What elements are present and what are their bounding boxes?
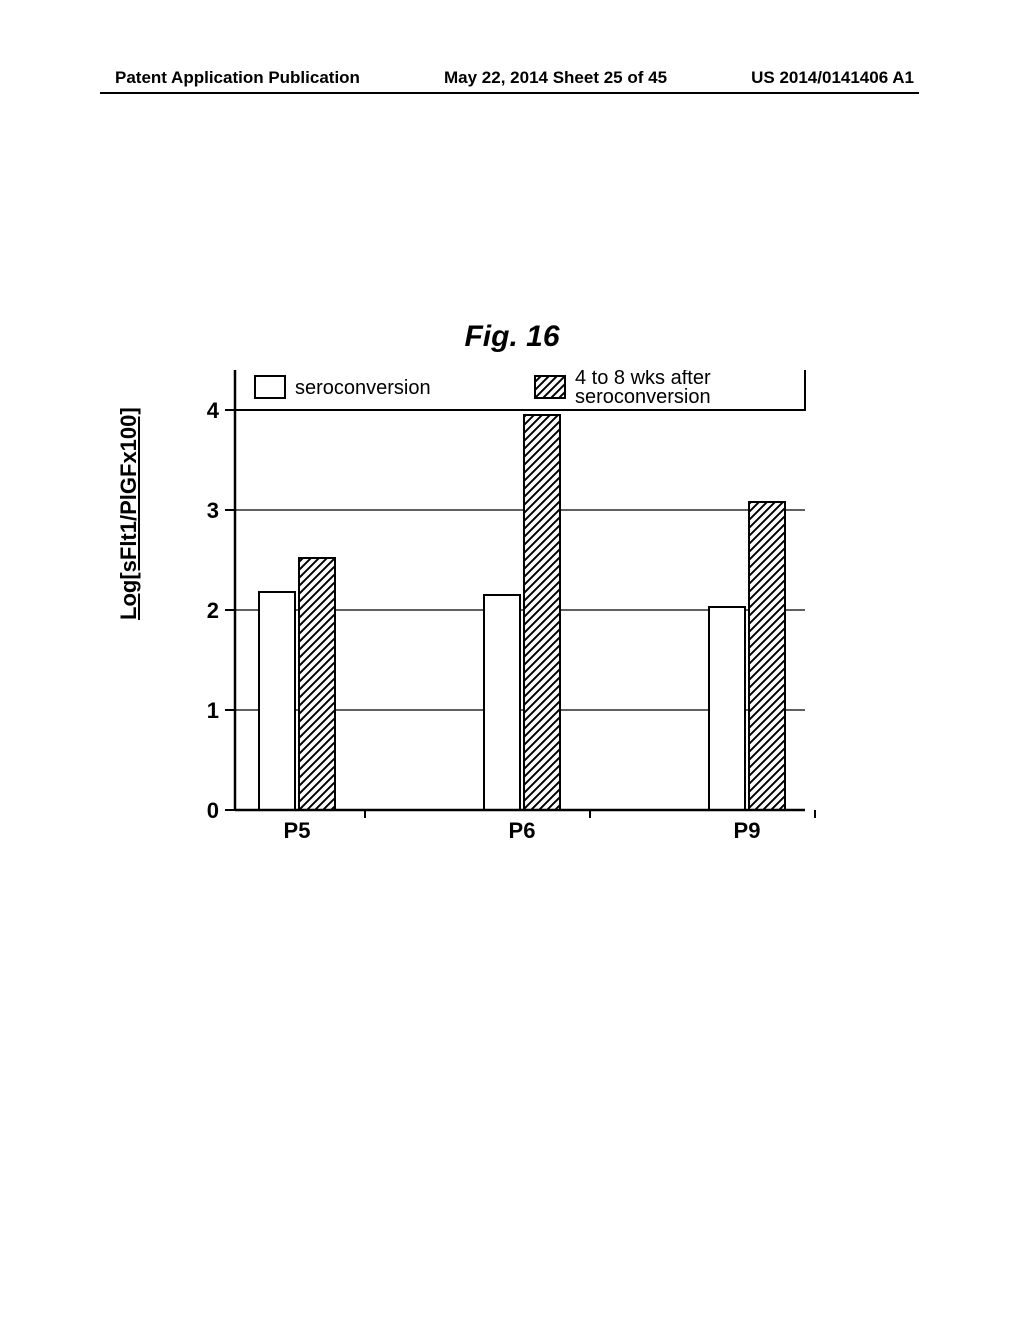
legend-label-2: 4 to 8 wks afterseroconversion <box>575 370 711 408</box>
bar-chart: seroconversion 4 to 8 wks afterseroconver… <box>155 370 855 870</box>
bar <box>259 592 295 810</box>
chart-svg: seroconversion 4 to 8 wks afterseroconver… <box>155 370 855 870</box>
bar <box>709 607 745 810</box>
header-right: US 2014/0141406 A1 <box>751 68 914 88</box>
header-left: Patent Application Publication <box>115 68 360 88</box>
header-center: May 22, 2014 Sheet 25 of 45 <box>444 68 667 88</box>
y-tick-label: 2 <box>207 598 219 623</box>
bar <box>299 558 335 810</box>
header-rule <box>100 92 919 94</box>
x-tick-label: P9 <box>734 818 761 843</box>
y-tick-label: 4 <box>207 398 220 423</box>
legend-label-1: seroconversion <box>295 377 431 399</box>
y-tick-label: 0 <box>207 798 219 823</box>
legend-swatch-hatched <box>535 376 565 398</box>
page-header: Patent Application Publication May 22, 2… <box>0 68 1024 88</box>
figure-title: Fig. 16 <box>0 320 1024 354</box>
y-axis-label: Log[sFlt1/PlGFx100] <box>116 407 142 620</box>
bar <box>484 595 520 810</box>
legend-swatch-open <box>255 376 285 398</box>
y-tick-label: 3 <box>207 498 219 523</box>
x-tick-label: P6 <box>509 818 536 843</box>
y-tick-label: 1 <box>207 698 219 723</box>
bar <box>524 415 560 810</box>
x-tick-label: P5 <box>284 818 311 843</box>
bar <box>749 502 785 810</box>
